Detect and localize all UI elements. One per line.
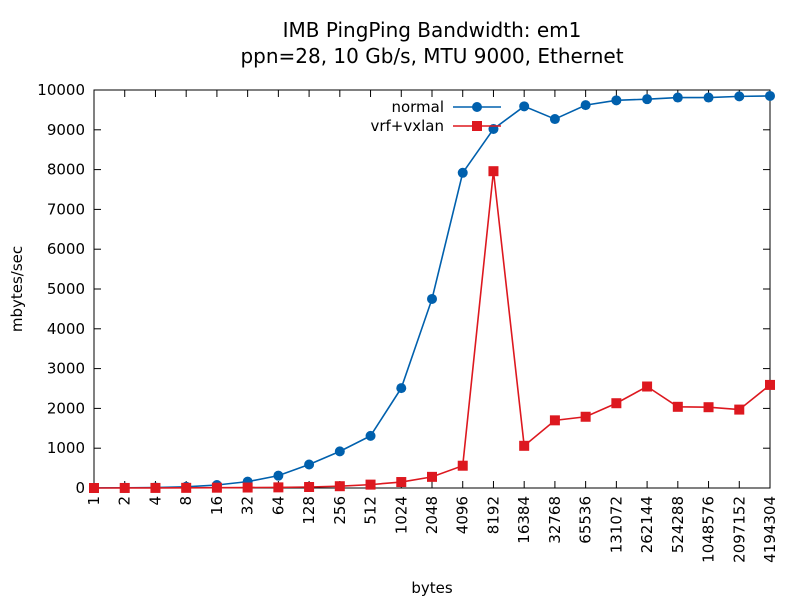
y-tick-label: 8000: [47, 161, 85, 179]
data-point: [427, 471, 437, 482]
x-tick-label: 32: [239, 496, 257, 515]
series-layer: [89, 90, 775, 493]
series-line: [93, 171, 771, 489]
data-point: [304, 459, 315, 470]
y-tick-label: 10000: [37, 81, 85, 99]
data-point: [519, 440, 530, 451]
x-tick-label: 2: [116, 496, 134, 506]
x-tick-label: 65536: [577, 496, 595, 544]
x-axis-label: bytes: [411, 579, 453, 597]
x-tick-label: 64: [269, 496, 287, 515]
plot-frame: [93, 89, 771, 489]
data-point: [611, 398, 622, 409]
x-tick-label: 524288: [669, 496, 687, 553]
legend-marker: [472, 121, 482, 131]
legend-label: vrf+vxlan: [370, 117, 444, 135]
data-point: [396, 477, 407, 488]
y-tick-label: 6000: [47, 240, 85, 258]
series-vrf-vxlan: [89, 166, 775, 493]
x-axis: 1 2 4 8 16 32 64 128 256 512 1024 2048 4096 8192 16384…: [85, 90, 779, 563]
data-point: [672, 92, 683, 103]
x-tick-label: 1048576: [700, 496, 718, 563]
data-point: [211, 482, 222, 493]
data-point: [734, 91, 745, 102]
data-point: [273, 470, 284, 481]
data-point: [181, 482, 192, 493]
data-point: [580, 100, 591, 111]
data-point: [734, 404, 745, 415]
y-tick-label: 0: [75, 479, 85, 497]
x-tick-label: 131072: [607, 496, 625, 553]
data-point: [611, 95, 622, 106]
data-point: [427, 293, 437, 304]
y-axis: 0 1000 2000 3000 4000 5000 6000 7000 8000 9000 100…: [37, 81, 770, 497]
data-point: [765, 379, 775, 390]
x-tick-label: 32768: [546, 496, 564, 544]
y-tick-label: 1000: [47, 439, 85, 457]
y-tick-label: 2000: [47, 399, 85, 417]
data-point: [304, 482, 315, 493]
data-point: [549, 415, 560, 426]
x-tick-label: 4: [146, 496, 164, 506]
x-tick-label: 2048: [423, 496, 441, 534]
x-tick-label: 128: [300, 496, 318, 525]
data-point: [642, 381, 653, 392]
y-tick-label: 4000: [47, 320, 85, 338]
data-point: [549, 114, 560, 125]
data-point: [457, 460, 468, 471]
data-point: [519, 101, 530, 112]
y-tick-label: 9000: [47, 121, 85, 139]
data-point: [703, 92, 714, 103]
data-point: [334, 481, 345, 492]
data-point: [488, 166, 499, 177]
data-point: [672, 401, 683, 412]
y-tick-label: 3000: [47, 360, 85, 378]
data-point: [703, 402, 714, 413]
chart-title-line-1: IMB PingPing Bandwidth: em1: [283, 18, 582, 42]
y-tick-label: 7000: [47, 200, 85, 218]
legend-label: normal: [391, 98, 444, 116]
data-point: [89, 483, 99, 493]
x-tick-label: 1024: [392, 496, 410, 534]
data-point: [273, 482, 284, 493]
x-tick-label: 4096: [454, 496, 472, 534]
data-point: [150, 482, 161, 493]
data-point: [365, 479, 376, 490]
series-line: [93, 95, 771, 489]
series-normal: [89, 90, 775, 493]
x-tick-label: 512: [362, 496, 380, 525]
y-axis-label: mbytes/sec: [8, 246, 26, 332]
x-tick-label: 16384: [515, 496, 533, 544]
x-tick-label: 1: [85, 496, 103, 506]
data-point: [642, 94, 653, 105]
y-tick-label: 5000: [47, 280, 85, 298]
x-tick-label: 2097152: [730, 496, 748, 563]
data-point: [242, 482, 253, 493]
x-tick-label: 8192: [484, 496, 502, 534]
x-tick-label: 4194304: [761, 496, 779, 563]
x-tick-label: 8: [177, 496, 195, 506]
data-point: [334, 446, 345, 457]
data-point: [765, 90, 775, 101]
x-tick-label: 16: [208, 496, 226, 515]
chart-title-line-2: ppn=28, 10 Gb/s, MTU 9000, Ethernet: [240, 44, 623, 68]
legend-marker: [472, 102, 482, 112]
data-point: [580, 411, 591, 422]
data-point: [396, 383, 407, 394]
x-tick-label: 256: [331, 496, 349, 525]
x-tick-label: 262144: [638, 496, 656, 553]
data-point: [119, 482, 130, 493]
data-point: [365, 430, 376, 441]
data-point: [457, 167, 468, 178]
